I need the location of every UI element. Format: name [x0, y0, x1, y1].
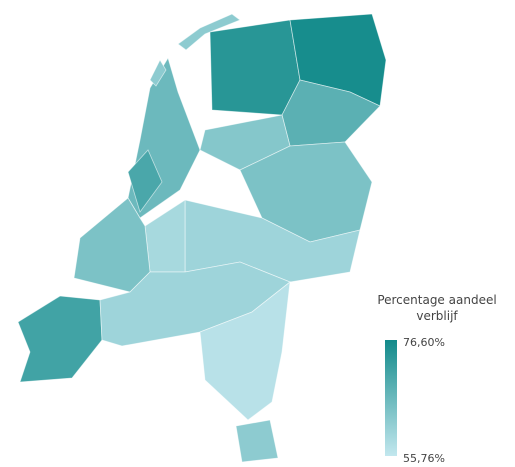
- region: [17, 295, 103, 383]
- legend-max-label: 76,60%: [403, 336, 445, 349]
- region: [127, 149, 163, 213]
- legend-color-bar: [385, 340, 397, 456]
- legend-min-label: 55,76%: [403, 452, 445, 465]
- legend-title: Percentage aandeel verblijf: [377, 293, 497, 323]
- region: [209, 19, 301, 116]
- region: [199, 281, 291, 421]
- region: [235, 419, 279, 463]
- regions: [17, 13, 387, 463]
- region: [144, 199, 186, 273]
- region: [73, 197, 151, 293]
- region: [149, 13, 241, 87]
